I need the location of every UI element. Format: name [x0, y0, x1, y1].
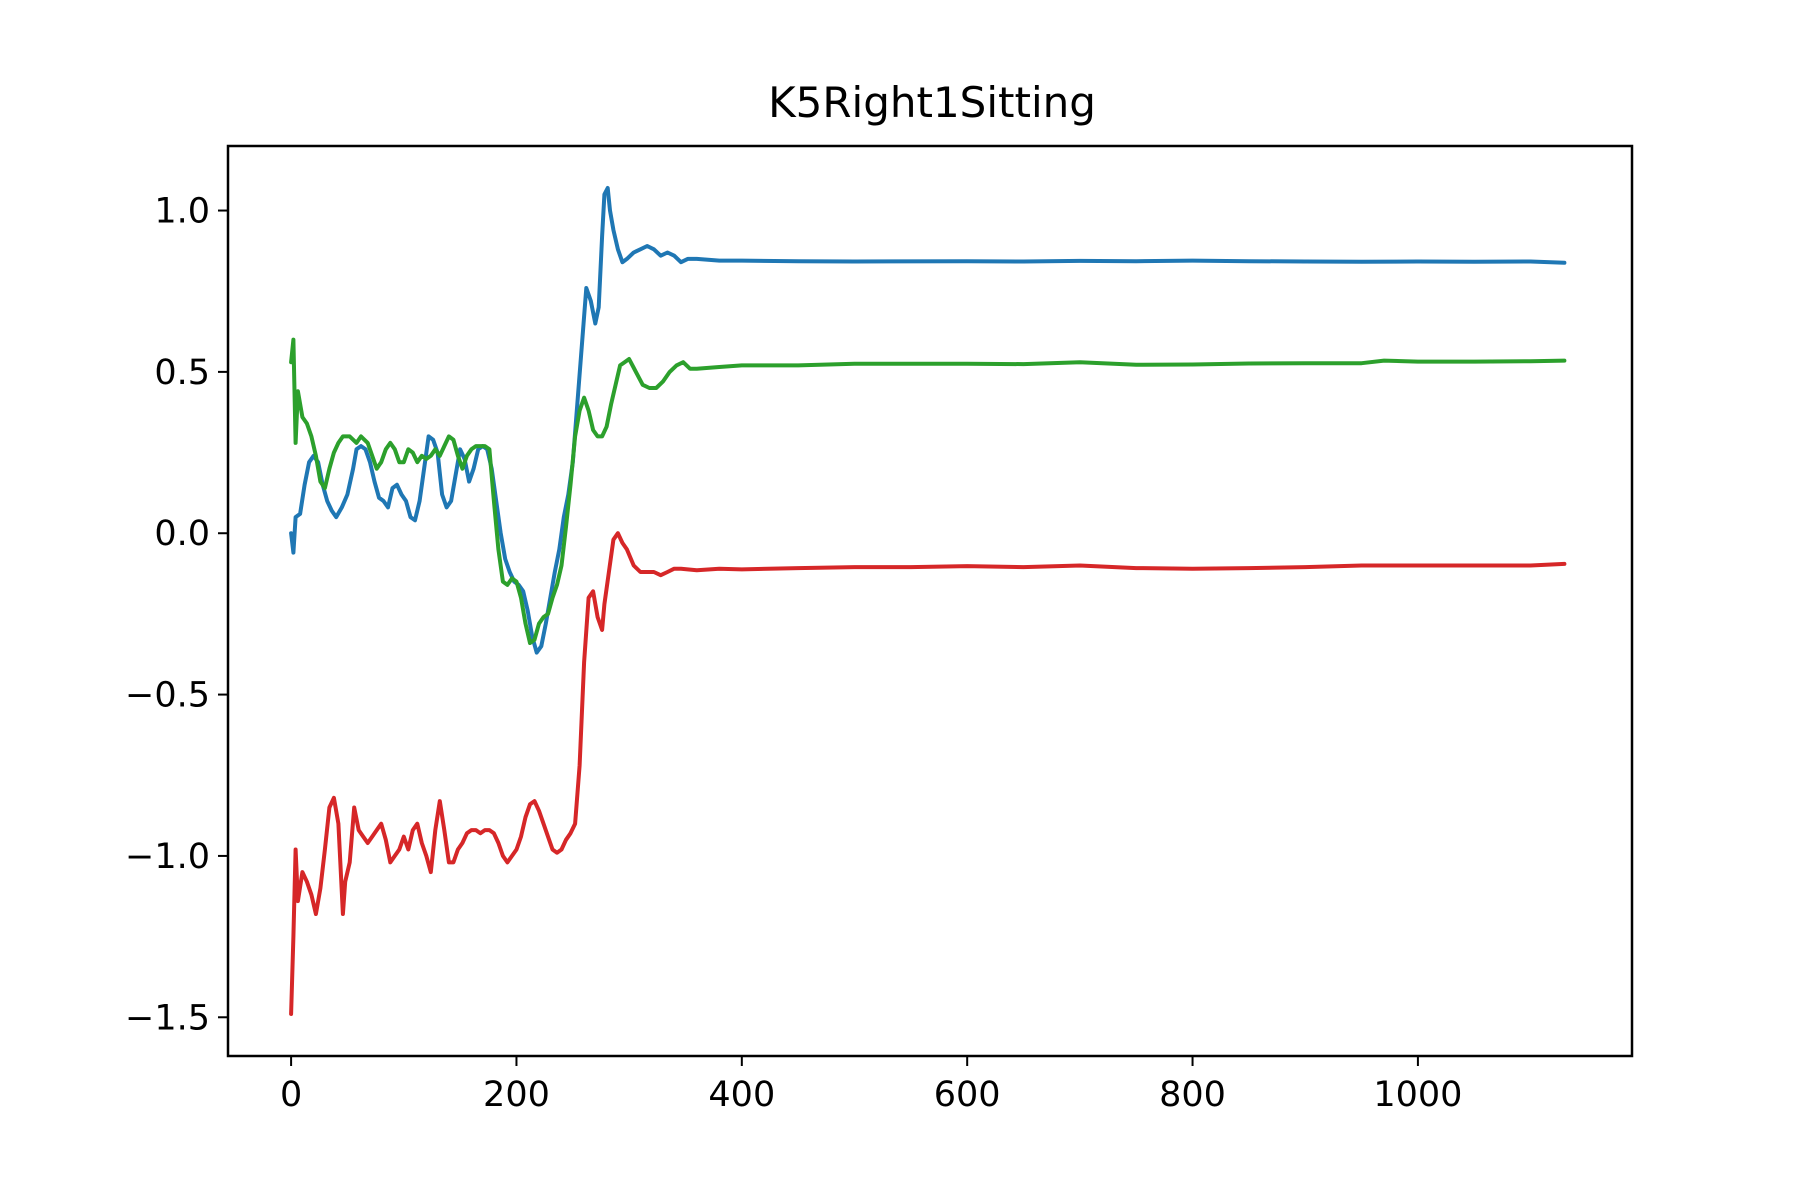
x-tick-label: 0: [280, 1075, 302, 1115]
y-tick-label: 0.0: [154, 514, 210, 554]
x-tick-label: 600: [934, 1075, 1001, 1115]
x-tick-label: 800: [1159, 1075, 1226, 1115]
x-tick-label: 400: [708, 1075, 775, 1115]
x-axis-ticks: 0 200 400 600 800 1000: [280, 1056, 1462, 1115]
y-tick-label: −0.5: [125, 676, 210, 716]
y-tick-label: 1.0: [154, 192, 210, 232]
series-layer: [289, 186, 1567, 1016]
series-line-1: [289, 186, 1567, 655]
series-line-2: [289, 337, 1567, 645]
plot-area-frame: [226, 144, 1634, 1058]
y-tick-label: 0.5: [154, 353, 210, 393]
x-tick-label: 1000: [1373, 1075, 1462, 1115]
series-line-3: [289, 531, 1567, 1016]
y-tick-label: −1.5: [125, 998, 210, 1038]
chart-title: K5Right1Sitting: [768, 78, 1096, 127]
y-axis-ticks: −1.5 −1.0 −0.5 0.0 0.5 1.0: [125, 192, 228, 1038]
y-tick-label: −1.0: [125, 837, 210, 877]
x-tick-label: 200: [483, 1075, 550, 1115]
